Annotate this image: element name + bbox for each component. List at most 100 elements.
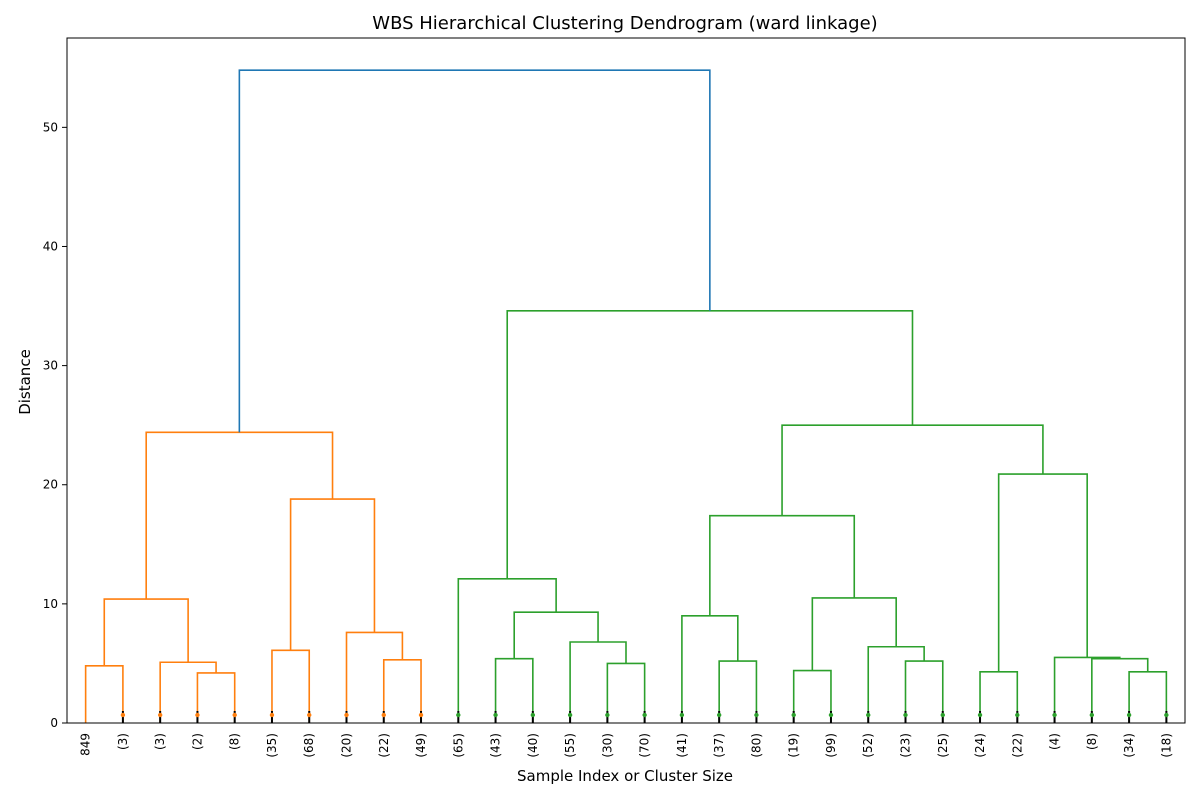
dendrogram-link-18 bbox=[867, 645, 925, 723]
y-tick-label-10: 10 bbox=[43, 597, 58, 611]
dendrogram-link-5 bbox=[382, 659, 422, 723]
leaf-dot-6 bbox=[307, 712, 312, 718]
leaf-dot-14 bbox=[605, 712, 610, 718]
dendrogram-link-20 bbox=[709, 514, 856, 616]
leaf-dot-9 bbox=[418, 712, 424, 718]
x-tick-label-7: (20) bbox=[340, 733, 354, 758]
chart-title: WBS Hierarchical Clustering Dendrogram (… bbox=[372, 13, 877, 34]
dendrogram-links bbox=[84, 69, 1168, 723]
dendrogram-link-10 bbox=[606, 662, 646, 723]
leaf-dot-23 bbox=[940, 712, 945, 718]
dendrogram-link-17 bbox=[904, 660, 944, 723]
leaf-dot-25 bbox=[1015, 712, 1020, 718]
x-tick-label-29: (18) bbox=[1159, 733, 1173, 758]
x-tick-label-15: (70) bbox=[638, 733, 652, 758]
leaf-dot-28 bbox=[1126, 712, 1132, 718]
x-tick-label-26: (4) bbox=[1048, 733, 1062, 750]
x-tick-label-12: (40) bbox=[526, 733, 540, 758]
dendrogram-link-22 bbox=[1128, 670, 1168, 723]
x-axis-ticks: 849 (3) (3) (2) (8) (35) (68) (20) (22) (49) (65) (… bbox=[79, 733, 1174, 758]
dendrogram-link-23 bbox=[1091, 657, 1149, 723]
x-tick-label-4: (8) bbox=[228, 733, 242, 750]
leaf-dot-26 bbox=[1052, 712, 1057, 718]
x-tick-label-22: (23) bbox=[899, 733, 913, 758]
x-tick-label-9: (49) bbox=[414, 733, 428, 758]
dendrogram-link-1 bbox=[196, 672, 236, 723]
dendrogram-link-21 bbox=[979, 670, 1019, 723]
x-tick-label-10: (65) bbox=[451, 733, 465, 758]
x-tick-label-16: (41) bbox=[675, 733, 689, 758]
y-axis-ticks: 0 10 20 30 40 50 bbox=[43, 120, 67, 730]
leaf-dot-21 bbox=[866, 712, 871, 718]
leaf-dot-18 bbox=[754, 712, 759, 718]
x-tick-label-24: (24) bbox=[973, 733, 987, 758]
x-tick-label-3: (2) bbox=[190, 733, 204, 750]
x-tick-label-17: (37) bbox=[712, 733, 726, 758]
dendrogram-link-6 bbox=[345, 631, 404, 723]
leaf-dot-29 bbox=[1164, 712, 1169, 718]
dendrogram-link-9 bbox=[494, 657, 534, 723]
x-tick-label-20: (99) bbox=[824, 733, 838, 758]
x-tick-label-28: (34) bbox=[1122, 733, 1136, 758]
leaf-dot-27 bbox=[1089, 712, 1095, 718]
leaf-dot-19 bbox=[791, 712, 796, 718]
dendrogram-link-8 bbox=[145, 431, 334, 600]
leaf-dot-24 bbox=[977, 712, 983, 718]
x-axis-label: Sample Index or Cluster Size bbox=[517, 767, 733, 785]
dendrogram-link-28 bbox=[238, 69, 711, 433]
x-tick-label-8: (22) bbox=[377, 733, 391, 758]
dendrogram-link-11 bbox=[569, 641, 627, 723]
dendrogram-link-24 bbox=[1053, 656, 1121, 723]
plot-frame bbox=[66, 37, 1186, 724]
x-tick-label-5: (35) bbox=[265, 733, 279, 758]
x-tick-label-23: (25) bbox=[936, 733, 950, 758]
leaf-dot-13 bbox=[567, 712, 573, 718]
x-tick-label-21: (52) bbox=[861, 733, 875, 758]
dendrogram-link-25 bbox=[997, 473, 1088, 672]
dendrogram-link-19 bbox=[811, 597, 897, 671]
y-tick-label-20: 20 bbox=[43, 478, 58, 492]
leaf-dot-10 bbox=[456, 712, 461, 718]
leaf-dot-15 bbox=[642, 712, 647, 718]
x-tick-label-2: (3) bbox=[153, 733, 167, 750]
x-tick-label-18: (80) bbox=[749, 733, 763, 758]
dendrogram-link-0 bbox=[84, 665, 124, 723]
leaf-dot-1 bbox=[120, 712, 126, 718]
dendrogram-link-26 bbox=[781, 424, 1044, 516]
x-tick-label-19: (19) bbox=[787, 733, 801, 758]
x-tick-label-1: (3) bbox=[116, 733, 130, 750]
dendrogram-link-13 bbox=[457, 578, 557, 723]
x-tick-label-25: (22) bbox=[1010, 733, 1024, 758]
leaf-dot-4 bbox=[232, 712, 237, 718]
leaf-dot-3 bbox=[195, 712, 200, 718]
x-tick-label-27: (8) bbox=[1085, 733, 1099, 750]
leaf-dot-5 bbox=[269, 712, 275, 718]
dendrogram-link-14 bbox=[718, 660, 758, 723]
leaf-dot-17 bbox=[716, 712, 722, 718]
leaf-dot-20 bbox=[828, 712, 834, 718]
dendrogram-link-12 bbox=[513, 611, 599, 659]
dendrogram-link-27 bbox=[506, 310, 914, 579]
y-tick-label-30: 30 bbox=[43, 359, 58, 373]
dendrogram-link-7 bbox=[289, 498, 376, 651]
dendrogram-link-3 bbox=[103, 598, 189, 666]
y-tick-label-40: 40 bbox=[43, 239, 58, 253]
dendrogram-link-4 bbox=[271, 649, 311, 723]
dendrogram-link-16 bbox=[792, 669, 832, 723]
leaf-dot-12 bbox=[530, 712, 536, 718]
y-tick-label-0: 0 bbox=[50, 716, 58, 730]
y-axis-label: Distance bbox=[16, 349, 34, 415]
y-tick-label-50: 50 bbox=[43, 120, 58, 134]
x-tick-label-0: 849 bbox=[79, 733, 93, 756]
x-tick-label-6: (68) bbox=[302, 733, 316, 758]
leaf-dot-2 bbox=[157, 712, 163, 718]
leaf-dot-8 bbox=[381, 712, 386, 718]
dendrogram-link-2 bbox=[159, 661, 217, 723]
x-tick-label-11: (43) bbox=[489, 733, 503, 758]
leaf-dot-16 bbox=[679, 712, 685, 718]
leaf-dot-22 bbox=[903, 712, 908, 718]
leaf-dot-11 bbox=[493, 712, 498, 718]
x-tick-label-14: (30) bbox=[600, 733, 614, 758]
leaf-marks bbox=[120, 711, 1169, 723]
